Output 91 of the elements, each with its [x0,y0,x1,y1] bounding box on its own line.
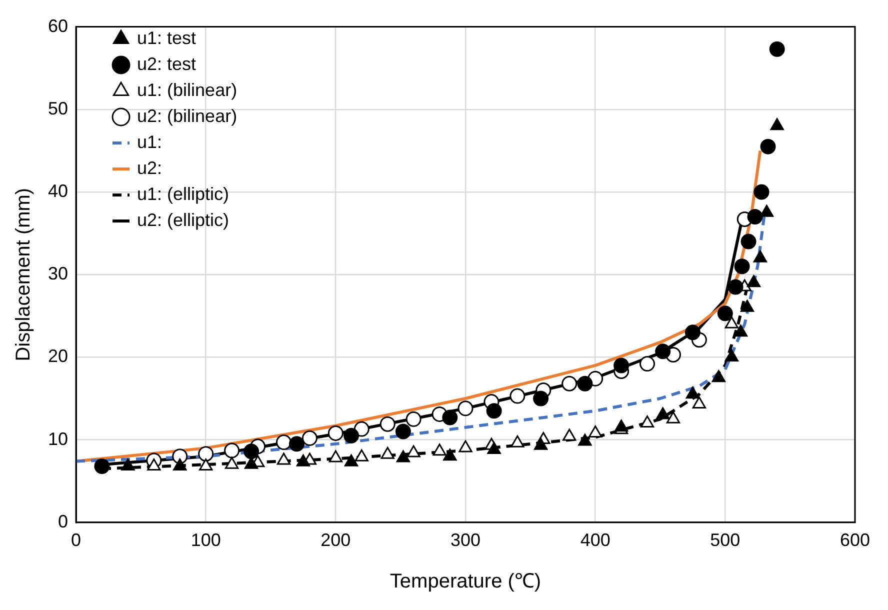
point [712,370,726,382]
point [344,428,360,444]
point [734,258,750,274]
point [562,428,576,441]
point [614,420,628,432]
point [443,448,457,461]
y-tick-label: 20 [48,346,68,366]
point [328,450,342,462]
point [288,436,304,452]
point [640,356,656,372]
point [692,396,706,409]
point [754,184,770,200]
x-tick-label: 100 [190,530,221,550]
point [684,324,700,340]
legend-label: u2: (elliptic) [137,210,230,230]
point [406,411,422,427]
point [147,458,161,470]
point [380,416,396,432]
legend-label: u1: (bilinear) [137,80,238,100]
legend-label: u1: [137,132,162,152]
point [740,300,754,312]
point [655,344,671,360]
legend-label: u2: (bilinear) [137,106,238,126]
point [199,458,213,470]
point [173,458,187,470]
legend-label: u1: (elliptic) [137,184,230,204]
point [734,324,748,337]
x-tick-label: 500 [710,530,740,550]
point [728,279,744,295]
point [302,430,318,446]
x-tick-label: 400 [580,530,610,550]
x-axis-title: Temperature (℃) [390,570,542,593]
point [487,442,501,454]
point [296,454,310,466]
y-tick-label: 30 [48,264,68,284]
point [244,444,260,460]
point [717,306,733,322]
point [510,435,524,448]
x-tick-label: 600 [840,530,870,550]
y-tick-label: 50 [48,98,68,118]
point [344,454,358,466]
point [753,250,768,262]
y-tick-label: 60 [48,16,68,36]
x-tick-label: 0 [71,530,82,550]
point [432,444,446,456]
point [769,41,785,57]
point [534,438,548,450]
y-tick-label: 0 [58,511,68,532]
point [442,410,458,426]
point [328,425,344,441]
legend-label: u2: test [137,54,196,74]
point [354,421,370,437]
point [354,449,368,462]
point [578,434,592,446]
point [458,440,472,452]
point [614,358,630,374]
point [666,411,680,424]
point [395,424,411,440]
point [276,434,292,450]
point [225,456,239,469]
point [380,446,394,459]
legend-label: u1: test [137,28,196,48]
point [760,138,776,154]
y-tick-label: 10 [48,428,68,449]
point [224,442,240,458]
point [486,403,502,419]
point [588,425,602,438]
y-tick-label: 40 [48,180,68,201]
point [276,452,291,465]
point [656,407,670,420]
point [562,376,578,392]
point [533,390,549,406]
x-tick-label: 300 [450,530,481,550]
x-tick-label: 200 [320,530,351,550]
point [121,458,135,470]
point [577,376,593,392]
point [740,234,756,250]
y-axis-title: Displacement (mm) [12,188,35,362]
point [406,445,420,458]
point [396,450,410,462]
point [724,316,738,328]
point [94,458,110,474]
point [747,209,763,225]
point [724,349,738,362]
point [640,416,654,428]
point [746,275,761,288]
point [458,400,474,416]
point [198,446,214,462]
legend-label: u2: [137,158,162,178]
point [510,388,526,404]
point [686,386,700,399]
